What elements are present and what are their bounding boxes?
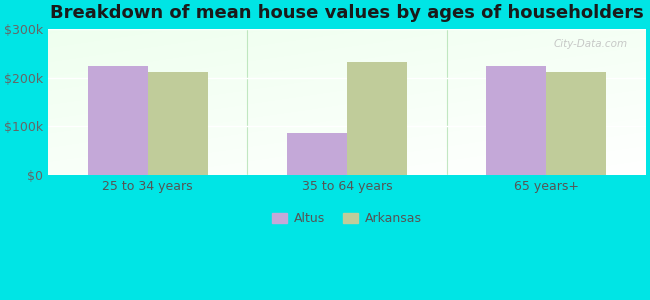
Bar (486, 66, 546, 175)
Bar (88, 66, 148, 175)
Bar (347, 62, 407, 175)
Bar (287, 133, 347, 175)
Text: City-Data.com: City-Data.com (554, 40, 628, 50)
Legend: Altus, Arkansas: Altus, Arkansas (267, 207, 427, 230)
Title: Breakdown of mean house values by ages of householders: Breakdown of mean house values by ages o… (50, 4, 644, 22)
Bar (546, 72, 606, 175)
Bar (148, 72, 207, 175)
